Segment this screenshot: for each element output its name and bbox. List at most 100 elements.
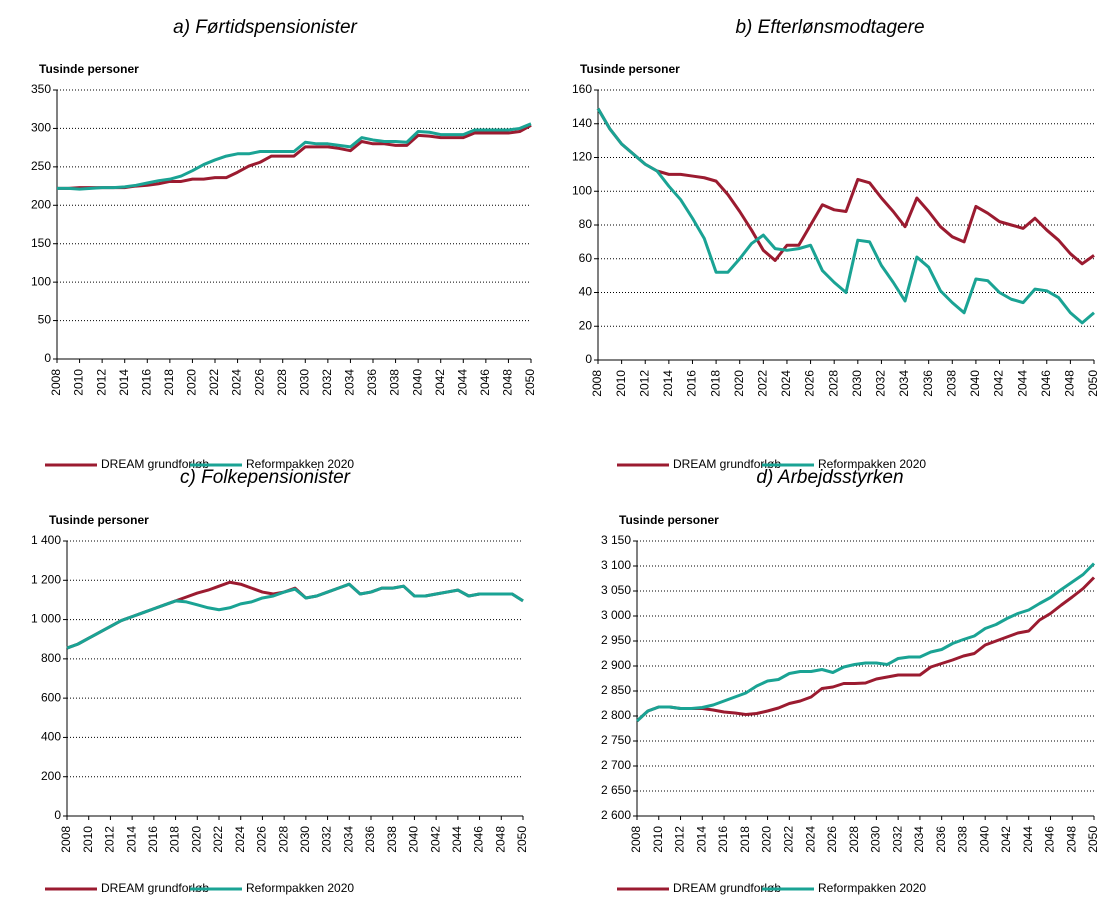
x-tick-label: 2028 [847,826,861,853]
legend-label: DREAM grundforløb [673,457,781,471]
x-tick-label: 2016 [139,369,153,396]
y-tick-label: 400 [41,730,61,744]
x-tick-label: 2042 [992,370,1006,397]
x-tick-label: 2040 [410,369,424,396]
x-tick-label: 2012 [637,370,651,397]
x-tick-label: 2012 [94,369,108,396]
x-tick-label: 2020 [185,369,199,396]
y-tick-label: 120 [572,150,592,164]
y-tick-label: 1 400 [31,533,61,547]
x-tick-label: 2018 [738,826,752,853]
x-tick-label: 2034 [897,370,911,397]
y-tick-label: 160 [572,82,592,96]
series-line [635,562,1096,723]
legend-label: DREAM grundforløb [673,881,781,895]
y-tick-label: 2 650 [601,783,631,797]
y-tick-label: 350 [31,82,51,96]
x-tick-label: 2026 [825,826,839,853]
x-tick-label: 2020 [189,826,203,853]
y-tick-label: 2 750 [601,733,631,747]
x-tick-label: 2018 [162,369,176,396]
y-tick-label: 2 850 [601,683,631,697]
x-tick-label: 2030 [869,826,883,853]
y-tick-label: 1 000 [31,612,61,626]
x-tick-label: 2046 [1039,370,1053,397]
series-line [635,576,1096,723]
y-tick-label: 200 [31,197,51,211]
y-axis-label: Tusinde personer [39,62,139,76]
x-tick-label: 2042 [428,826,442,853]
y-tick-label: 3 150 [601,533,631,547]
y-tick-label: 140 [572,116,592,130]
x-tick-label: 2048 [493,826,507,853]
x-tick-label: 2032 [890,826,904,853]
x-tick-label: 2008 [629,826,643,853]
x-tick-label: 2014 [661,370,675,397]
y-tick-label: 2 800 [601,708,631,722]
x-tick-label: 2032 [320,369,334,396]
x-tick-label: 2018 [168,826,182,853]
y-axis-label: Tusinde personer [580,62,680,76]
x-tick-label: 2010 [614,370,628,397]
panel: c) Folkepensionister Tusinde personer 0 200… [31,467,529,895]
x-tick-label: 2048 [1064,826,1078,853]
y-tick-label: 1 200 [31,572,61,586]
x-tick-label: 2034 [341,826,355,853]
x-tick-label: 2034 [343,369,357,396]
x-tick-label: 2008 [590,370,604,397]
panel: d) Arbejdsstyrken Tusinde personer 2 600 2 … [601,467,1100,895]
chart-title: a) Førtidspensionister [173,17,357,38]
y-tick-label: 2 950 [601,633,631,647]
x-tick-label: 2046 [478,369,492,396]
legend-label: Reformpakken 2020 [818,881,926,895]
legend-label: Reformpakken 2020 [818,457,926,471]
x-tick-label: 2044 [450,826,464,853]
x-tick-label: 2040 [977,826,991,853]
x-tick-label: 2028 [275,369,289,396]
x-tick-label: 2014 [124,826,138,853]
x-tick-label: 2022 [782,826,796,853]
x-tick-label: 2010 [72,369,86,396]
y-tick-label: 2 700 [601,758,631,772]
x-tick-label: 2044 [1021,826,1035,853]
legend-label: DREAM grundforløb [101,881,209,895]
y-tick-label: 0 [44,351,51,365]
y-tick-label: 60 [579,251,593,265]
x-tick-label: 2050 [515,826,529,853]
x-tick-label: 2026 [803,370,817,397]
y-tick-label: 50 [38,313,52,327]
x-tick-label: 2024 [779,370,793,397]
x-tick-label: 2008 [59,826,73,853]
x-tick-label: 2014 [117,369,131,396]
y-axis-label: Tusinde personer [619,513,719,527]
x-tick-label: 2044 [1015,370,1029,397]
x-tick-label: 2024 [803,826,817,853]
x-tick-label: 2046 [1043,826,1057,853]
legend-label: Reformpakken 2020 [246,881,354,895]
y-tick-label: 20 [579,318,593,332]
x-tick-label: 2016 [146,826,160,853]
y-tick-label: 80 [579,217,593,231]
x-tick-label: 2028 [276,826,290,853]
chart-title: c) Folkepensionister [180,467,351,488]
x-tick-label: 2016 [716,826,730,853]
chart-title: d) Arbejdsstyrken [756,467,903,488]
x-tick-label: 2038 [385,826,399,853]
panel: a) Førtidspensionister Tusinde personer 0 5… [31,17,537,471]
x-tick-label: 2050 [523,369,537,396]
x-tick-label: 2022 [211,826,225,853]
x-tick-label: 2028 [826,370,840,397]
y-tick-label: 3 050 [601,583,631,597]
x-tick-label: 2026 [255,826,269,853]
y-tick-label: 0 [54,808,61,822]
x-tick-label: 2042 [999,826,1013,853]
x-tick-label: 2036 [365,369,379,396]
x-tick-label: 2010 [81,826,95,853]
x-tick-label: 2032 [874,370,888,397]
x-tick-label: 2030 [850,370,864,397]
x-tick-label: 2048 [1063,370,1077,397]
y-tick-label: 800 [41,651,61,665]
x-tick-label: 2036 [921,370,935,397]
x-tick-label: 2034 [912,826,926,853]
